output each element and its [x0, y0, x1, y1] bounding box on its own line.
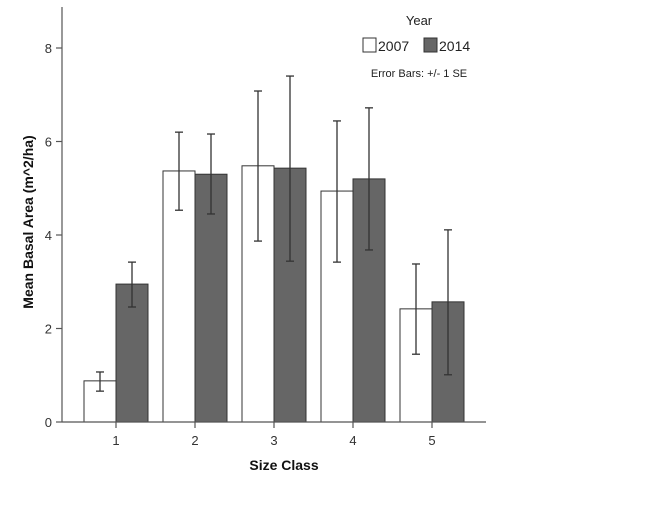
legend-title: Year: [406, 13, 433, 28]
y-ticks: 0 2 4 6 8: [45, 41, 62, 430]
y-tick-label: 2: [45, 322, 52, 337]
x-tick-label: 5: [428, 433, 435, 448]
y-tick-label: 0: [45, 415, 52, 430]
error-bar: [286, 75, 294, 262]
bar-2007-class-2: [162, 170, 196, 423]
error-bar: [412, 263, 420, 355]
error-bar: [444, 229, 452, 376]
legend-label-2014: 2014: [439, 38, 470, 54]
x-tick-label: 3: [270, 433, 277, 448]
legend-label-2007: 2007: [378, 38, 409, 54]
y-tick-label: 4: [45, 228, 52, 243]
bars-layer: [83, 165, 465, 423]
error-bars-note: Error Bars: +/- 1 SE: [371, 68, 467, 80]
error-bar: [96, 371, 104, 392]
legend-swatch-2014: [423, 37, 438, 53]
y-axis-title: Mean Basal Area (m^2/ha): [20, 135, 36, 308]
x-tick-label: 4: [349, 433, 356, 448]
error-bar: [333, 120, 341, 263]
legend: Year 2007 2014 Error Bars: +/- 1 SE: [362, 13, 470, 80]
error-bar: [254, 90, 262, 242]
y-tick-label: 6: [45, 135, 52, 150]
x-ticks: 1 2 3 4 5: [112, 422, 436, 448]
legend-swatch-2007: [362, 37, 377, 53]
error-bar: [128, 261, 136, 308]
error-bar: [365, 107, 373, 251]
error-bar: [175, 131, 183, 211]
x-tick-label: 2: [191, 433, 198, 448]
x-tick-label: 1: [112, 433, 119, 448]
error-bar: [207, 133, 215, 215]
y-tick-label: 8: [45, 41, 52, 56]
x-axis-title: Size Class: [249, 457, 318, 473]
error-bars-layer: [96, 75, 452, 392]
